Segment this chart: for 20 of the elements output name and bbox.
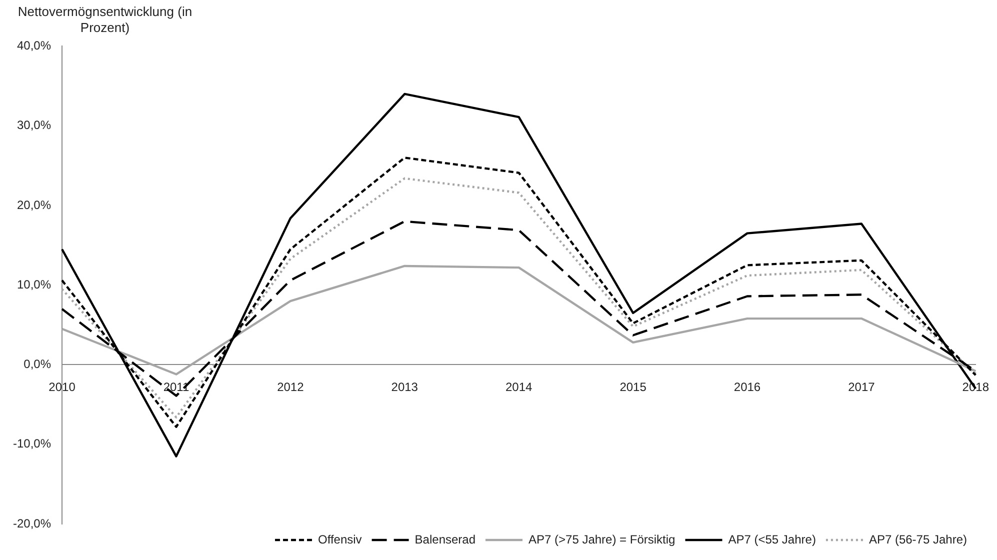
legend-label: Offensiv — [318, 532, 362, 546]
legend-label: AP7 (<55 Jahre) — [728, 532, 816, 546]
x-tick-label: 2010 — [48, 380, 76, 394]
x-tick-label: 2013 — [391, 380, 418, 394]
y-tick-label: 30,0% — [16, 118, 52, 132]
x-tick-label: 2016 — [734, 380, 761, 394]
x-tick-label: 2012 — [277, 380, 304, 394]
legend-label: AP7 (56-75 Jahre) — [868, 532, 968, 546]
legend-label: AP7 (>75 Jahre) = Försiktig — [528, 532, 676, 546]
y-tick-label: 40,0% — [16, 38, 52, 53]
x-tick-label: 2014 — [505, 380, 533, 394]
y-tick-label: 20,0% — [16, 198, 52, 212]
y-tick-label: 0,0% — [24, 357, 52, 372]
x-tick-label: 2017 — [848, 380, 876, 394]
y-tick-label: 10,0% — [16, 277, 52, 292]
y-tick-label: -10,0% — [12, 436, 52, 451]
y-tick-label: -20,0% — [12, 516, 52, 530]
legend-label: Balenserad — [414, 532, 476, 546]
x-tick-label: 2015 — [620, 380, 647, 394]
y-axis-title: Nettovermögnsentwicklung (in Prozent) — [16, 4, 194, 36]
